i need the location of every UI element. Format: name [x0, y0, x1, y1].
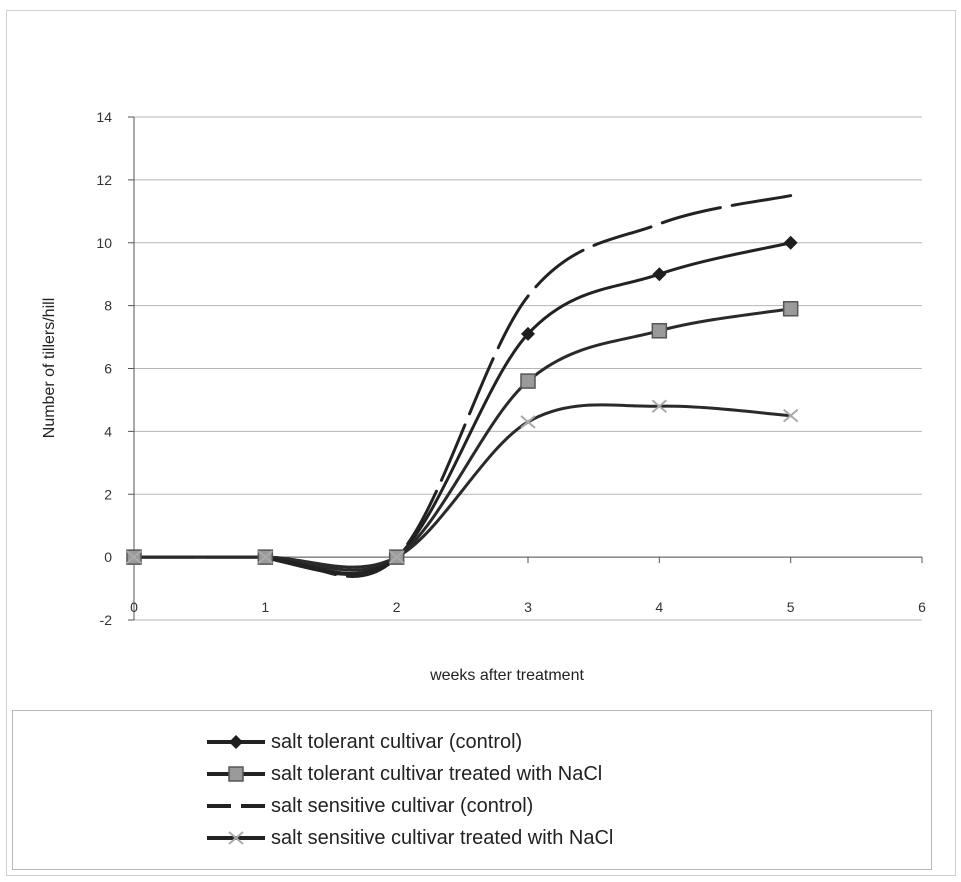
legend-swatch-dashed	[207, 804, 265, 808]
diamond-marker	[521, 326, 535, 341]
x-marker	[651, 399, 667, 413]
legend-label: salt tolerant cultivar treated with NaCl	[271, 762, 603, 785]
x-tick-label: 1	[261, 599, 269, 615]
y-tick-label: 12	[96, 172, 112, 188]
x-marker	[520, 415, 536, 429]
y-axis-title: Number of tillers/hill	[41, 298, 58, 438]
x-tick-label: 3	[524, 599, 532, 615]
x-tick-label: 2	[393, 599, 401, 615]
x-marker	[389, 550, 405, 564]
x-marker	[126, 550, 142, 564]
legend-label: salt sensitive cultivar (control)	[271, 794, 534, 817]
x-marker	[783, 408, 799, 423]
series-lines	[132, 194, 793, 578]
square-marker	[520, 373, 536, 389]
legend-item: salt tolerant cultivar treated with NaCl	[203, 759, 602, 789]
legend-label: salt tolerant cultivar (control)	[271, 730, 523, 753]
legend-label: salt sensitive cultivar treated with NaC…	[271, 826, 614, 849]
square-marker	[651, 323, 668, 339]
legend-item: salt sensitive cultivar (control)	[203, 791, 533, 821]
legend-swatch-square	[207, 766, 265, 782]
y-tick-label: 0	[104, 549, 112, 565]
diamond-marker	[783, 235, 798, 250]
y-tick-label: 14	[96, 109, 112, 125]
series-line	[132, 403, 793, 569]
legend-item: salt tolerant cultivar (control)	[203, 727, 522, 757]
y-tick-label: 6	[104, 361, 112, 377]
x-tick-label: 6	[918, 599, 926, 615]
y-tick-label: -2	[100, 612, 113, 628]
x-tick-label: 0	[130, 599, 138, 615]
y-tick-label: 2	[104, 486, 112, 502]
legend-swatch-diamond	[207, 735, 265, 749]
chart-frame	[6, 10, 956, 876]
x-marker	[228, 831, 244, 845]
diamond-marker	[229, 735, 243, 749]
series-line	[132, 307, 793, 572]
x-marker	[257, 550, 273, 564]
series-line	[132, 194, 793, 578]
y-tick-label: 4	[104, 423, 112, 439]
x-tick-label: 5	[787, 599, 795, 615]
square-marker	[228, 766, 244, 782]
gridlines	[134, 116, 922, 621]
legend-item: salt sensitive cultivar treated with NaC…	[203, 823, 613, 853]
y-tick-label: 10	[96, 235, 112, 251]
y-tick-label: 8	[104, 298, 112, 314]
x-axis-title: weeks after treatment	[429, 667, 584, 684]
series-markers	[126, 235, 799, 565]
x-tick-label: 4	[655, 599, 663, 615]
legend: salt tolerant cultivar (control) salt to…	[12, 710, 932, 870]
square-marker	[782, 301, 799, 317]
legend-swatch-x	[207, 831, 265, 845]
diamond-marker	[652, 267, 667, 282]
